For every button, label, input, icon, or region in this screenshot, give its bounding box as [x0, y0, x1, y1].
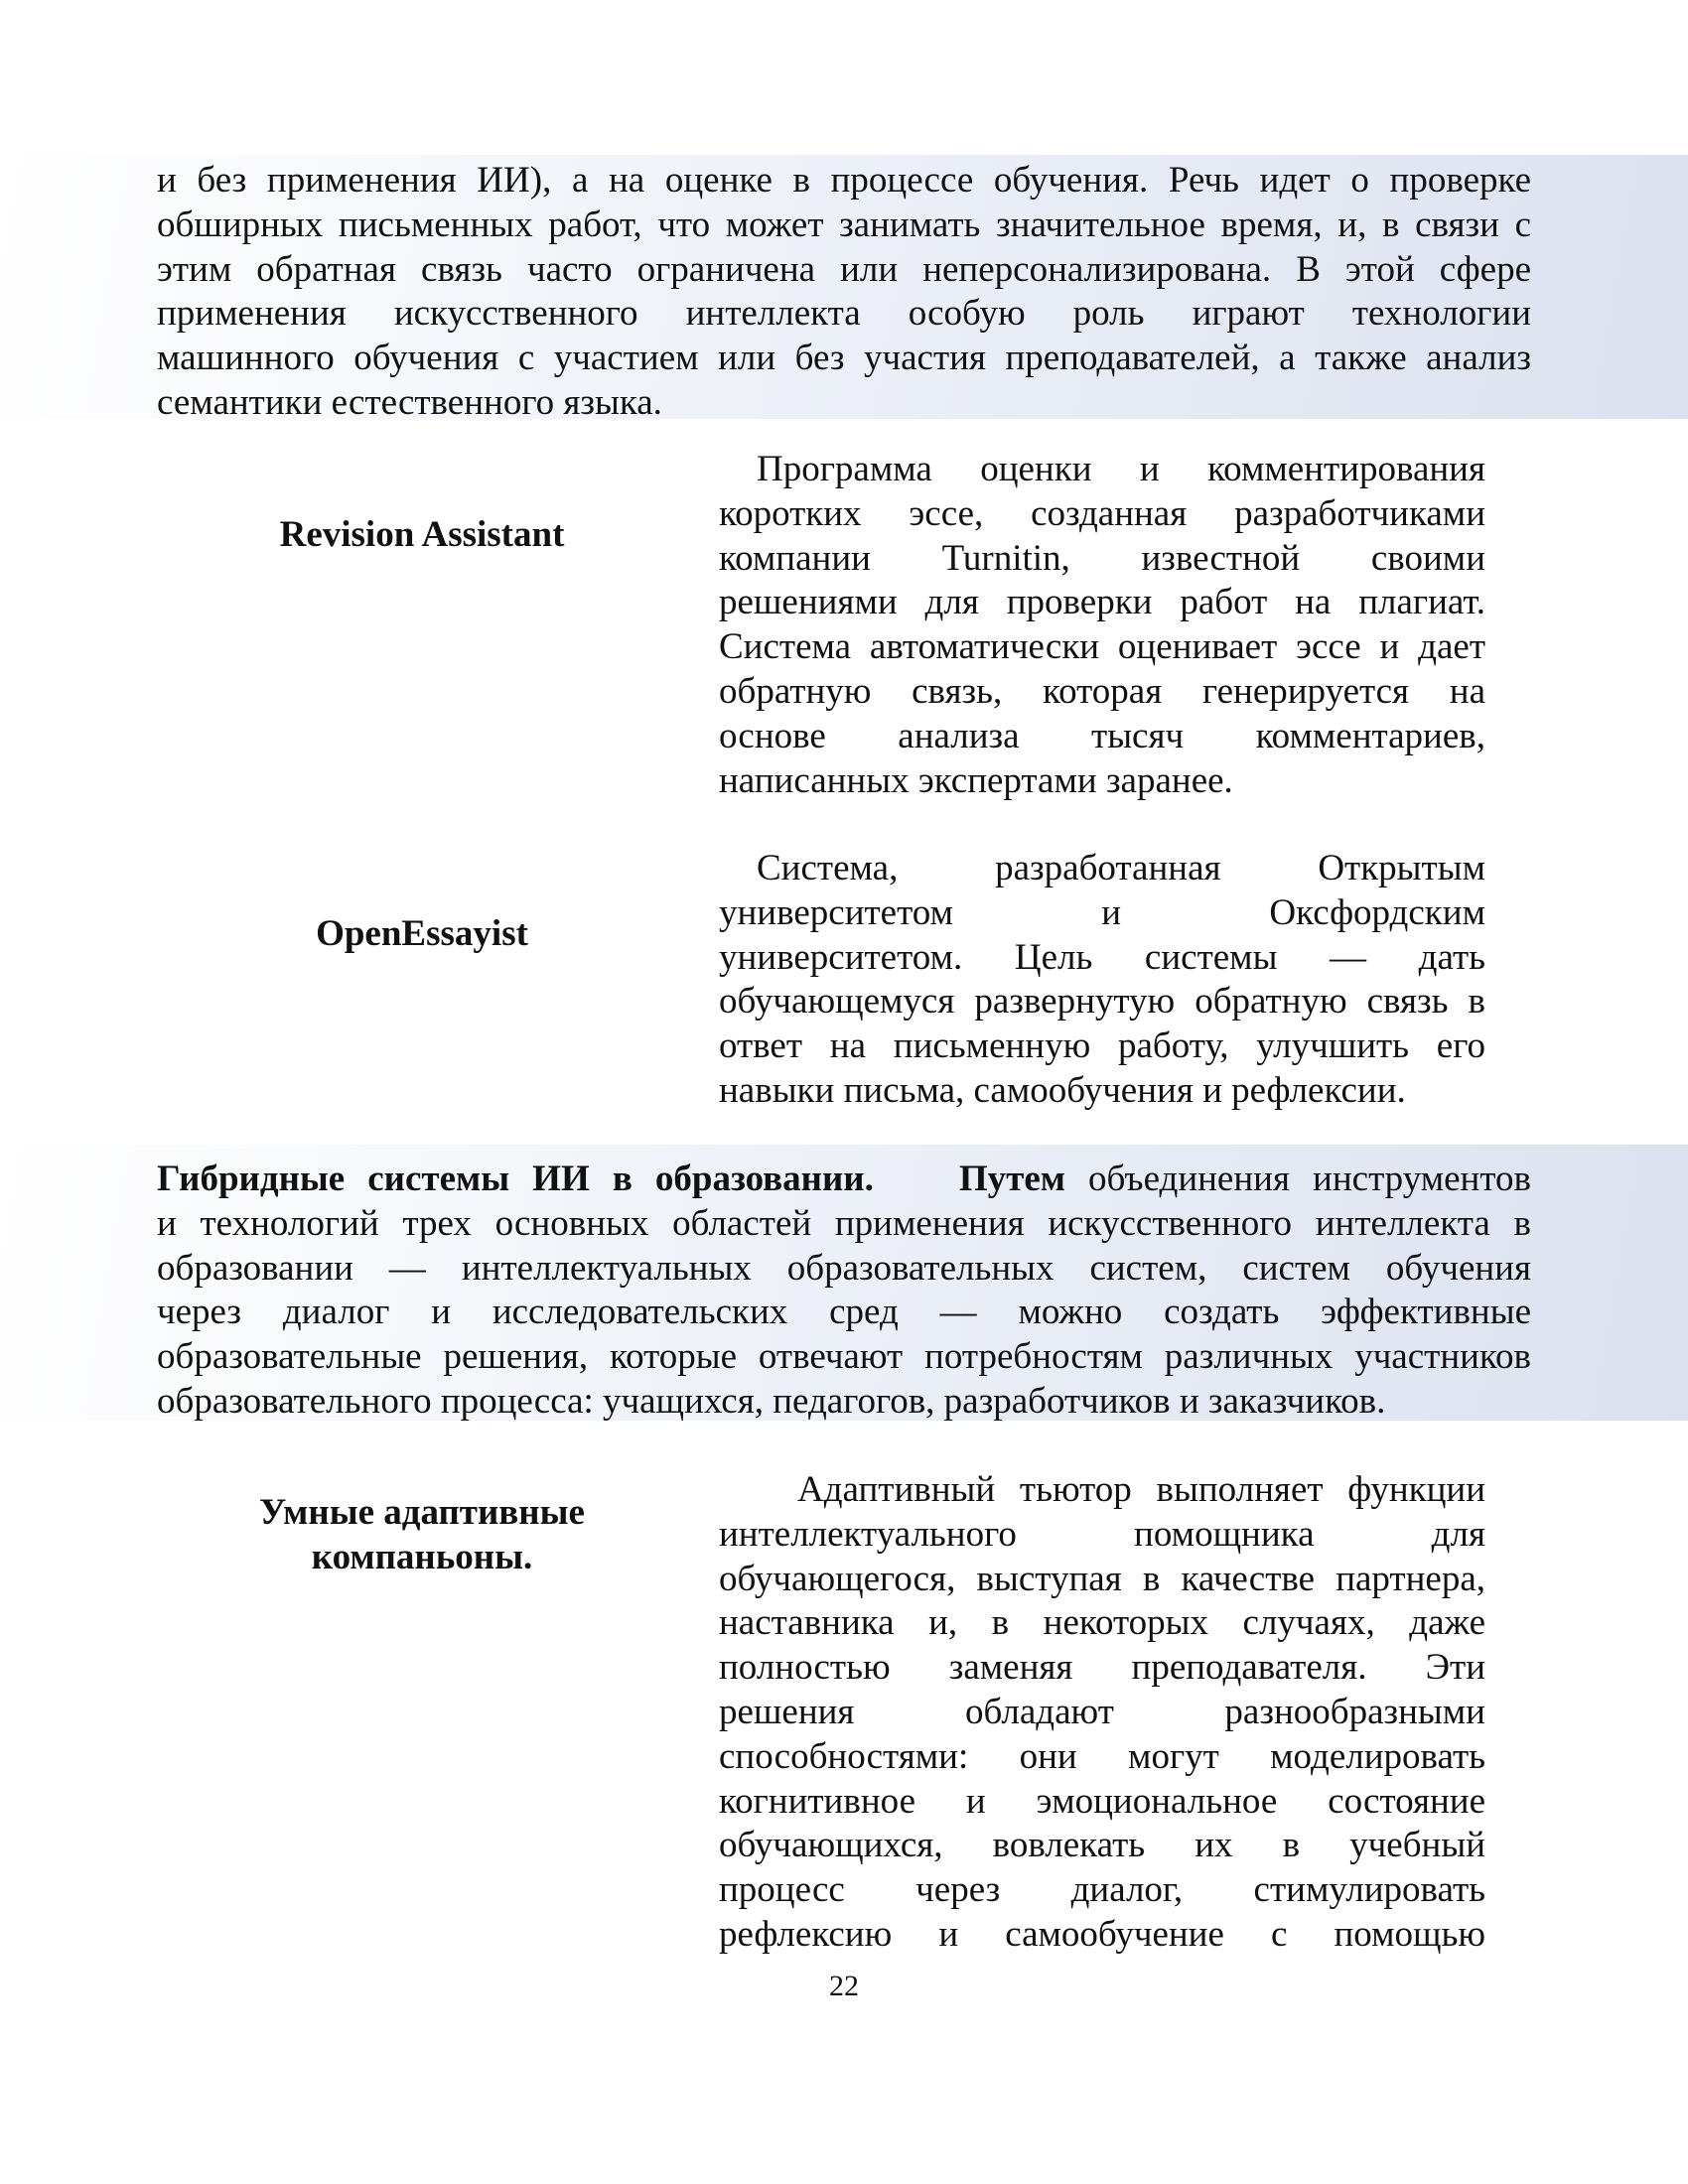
text-line: машинного обучения с участием или без уч… — [157, 338, 1531, 379]
text-line: рефлексию и самообучение с помощью — [719, 1913, 1485, 1955]
text-line: через диалог и исследовательских сред — … — [157, 1292, 1531, 1333]
text-line: Система, разработанная Открытым — [757, 848, 1485, 888]
text-line: Адаптивный тьютор выполняет функции — [797, 1469, 1485, 1510]
text-line: образовании — интеллектуальных образоват… — [157, 1247, 1531, 1289]
text-line: Программа оценки и комментирования — [757, 449, 1485, 489]
hybrid-lead-word: Путем — [958, 1159, 1065, 1199]
text-line: обучающегося, выступая в качестве партне… — [719, 1558, 1485, 1599]
text-line: обширных письменных работ, что может зан… — [157, 204, 1531, 245]
text-line: университетом и Оксфордским — [719, 891, 1485, 933]
text-line: интеллектуального помощника для — [719, 1513, 1485, 1555]
text-line: Система автоматически оценивает эссе и д… — [719, 626, 1485, 668]
text-line: образовательные решения, которые отвечаю… — [157, 1336, 1531, 1378]
text-line: обучающемуся развернутую обратную связь … — [719, 981, 1485, 1023]
open-essayist-label: OpenEssayist — [316, 913, 528, 954]
text-line: решениями для проверки работ на плагиат. — [719, 582, 1485, 623]
text-line: основе анализа тысяч комментариев, — [719, 715, 1485, 756]
text-line: навыки письма, самообучения и рефлексии. — [719, 1069, 1406, 1111]
text-line: коротких эссе, созданная разработчиками — [719, 492, 1485, 534]
hybrid-first-line-text: объединения инструментов — [1088, 1159, 1531, 1199]
adaptive-label-line: Умные адаптивные — [259, 1492, 585, 1533]
adaptive-companions-label: Умные адаптивные компаньоны. — [223, 1491, 621, 1580]
text-line: образовательного процесса: учащихся, пед… — [157, 1380, 1386, 1422]
text-line: решения обладают разнообразными — [719, 1691, 1485, 1732]
text-line: семантики естественного языка. — [157, 381, 662, 423]
highlight-band-hybrid — [0, 1145, 1688, 1421]
revision-assistant-label: Revision Assistant — [279, 514, 565, 555]
text-line: и технологий трех основных областей прим… — [157, 1202, 1531, 1244]
text-line: ответ на письменную работу, улучшить его — [719, 1025, 1485, 1067]
text-line: обратную связь, которая генерируется на — [719, 670, 1485, 712]
text-line: применения искусственного интеллекта осо… — [157, 293, 1531, 335]
text-line: написанных экспертами заранее. — [719, 759, 1233, 801]
text-line: процесс через диалог, стимулировать — [719, 1869, 1485, 1911]
adaptive-companions-description: Адаптивный тьютор выполняет функции интел… — [719, 1468, 1485, 1958]
open-essayist-description: Система, разработанная Открытым университ… — [719, 847, 1485, 1114]
text-line: способностями: они могут моделировать — [719, 1735, 1485, 1777]
page-number: 22 — [829, 1970, 859, 2002]
text-line: этим обратная связь часто ограничена или… — [157, 248, 1531, 290]
text-line: университетом. Цель системы — дать — [719, 936, 1485, 978]
text-line: полностью заменяя преподавателя. Эти — [719, 1647, 1485, 1689]
revision-assistant-description: Программа оценки и комментирования коротк… — [719, 448, 1485, 803]
intro-paragraph: и без применения ИИ), а на оценке в проц… — [157, 159, 1531, 426]
hybrid-heading: Гибридные системы ИИ в образовании. — [157, 1159, 874, 1199]
highlight-band-intro — [0, 155, 1688, 419]
hybrid-first-line: Гибридные системы ИИ в образовании. Путем… — [157, 1158, 1531, 1202]
text-line: когнитивное и эмоциональное состояние — [719, 1780, 1485, 1822]
adaptive-label-line: компаньоны. — [311, 1536, 533, 1577]
text-line: наставника и, в некоторых случаях, даже — [719, 1602, 1485, 1644]
text-line: обучающихся, вовлекать их в учебный — [719, 1825, 1485, 1866]
text-line: компании Turnitin, известной своими — [719, 537, 1485, 579]
hybrid-paragraph: Гибридные системы ИИ в образовании. Путем… — [157, 1158, 1531, 1425]
text-line: и без применения ИИ), а на оценке в проц… — [157, 160, 1531, 201]
